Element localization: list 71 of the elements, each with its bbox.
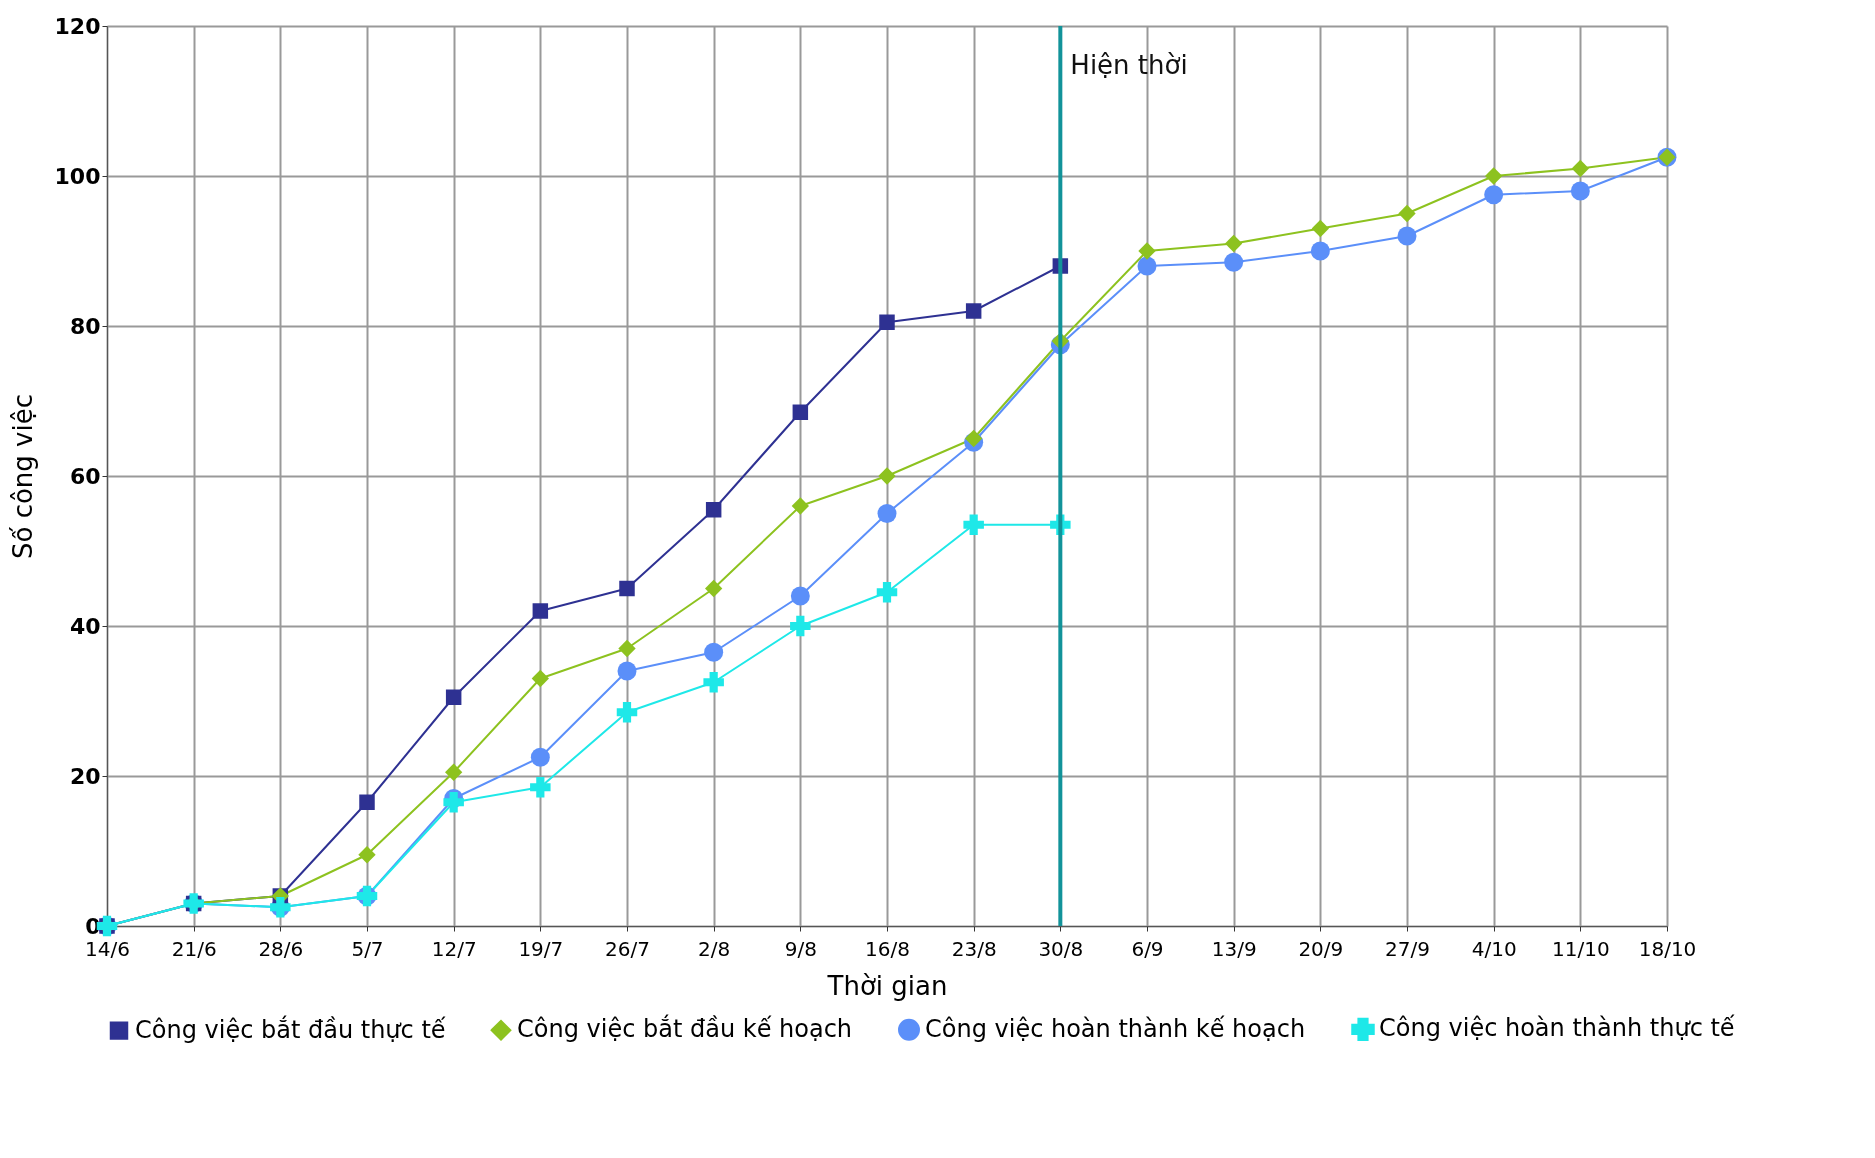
point (445, 763, 463, 781)
point (532, 603, 549, 619)
point (1138, 242, 1156, 260)
point (1397, 226, 1417, 246)
point (443, 792, 464, 813)
x-tick-label: 30/8 (1038, 936, 1084, 961)
point (1398, 204, 1416, 223)
legend-label: Công việc hoàn thành thực tế (1379, 1014, 1735, 1043)
x-tick-label: 16/8 (865, 936, 910, 961)
x-tick-label: 19/7 (518, 936, 564, 961)
point (1137, 256, 1157, 276)
y-axis-title: Số công việc (7, 393, 38, 560)
x-tick-label: 9/8 (784, 936, 817, 961)
y-tick-label: 80 (69, 313, 101, 339)
legend-label: Công việc hoàn thành kế hoạch (925, 1014, 1306, 1043)
point (1311, 219, 1329, 238)
x-tick-label: 12/7 (431, 936, 477, 961)
point (703, 672, 724, 693)
point (531, 669, 549, 688)
point (878, 467, 896, 485)
point (963, 514, 984, 535)
point (619, 580, 635, 597)
point (792, 404, 809, 420)
y-tick-label: 20 (69, 763, 101, 789)
point (530, 777, 551, 798)
point (358, 846, 376, 864)
x-tick-label: 28/6 (258, 936, 304, 961)
x-tick-label: 14/6 (85, 936, 130, 961)
x-tick-label: 11/10 (1552, 936, 1610, 961)
point (704, 642, 724, 662)
x-tick-label: 2/8 (698, 936, 731, 961)
point (791, 497, 809, 515)
y-tick-label: 120 (54, 13, 101, 39)
y-tick-label: 100 (54, 163, 101, 189)
point (1570, 181, 1590, 201)
x-tick-label: 5/7 (351, 936, 384, 961)
x-tick-label: 23/8 (951, 936, 997, 961)
point (1485, 167, 1503, 185)
x-axis-title: Thời gian (826, 970, 948, 1001)
point (876, 582, 898, 603)
y-tick-label: 40 (69, 613, 101, 639)
point (965, 303, 982, 319)
ref-line-label: Hiện thời (1070, 50, 1188, 80)
point (1484, 185, 1504, 205)
point (616, 702, 638, 723)
x-tick-label: 18/10 (1638, 936, 1697, 961)
point (705, 502, 722, 518)
point (617, 661, 637, 681)
point (879, 314, 895, 330)
point (1225, 234, 1243, 253)
point (705, 579, 723, 598)
x-tick-label: 13/9 (1211, 936, 1257, 961)
point (877, 504, 897, 523)
x-tick-label: 6/9 (1131, 936, 1164, 961)
point (530, 747, 550, 767)
point (445, 689, 462, 705)
legend-label: Công việc bắt đầu thực tế (135, 1014, 446, 1044)
point (618, 639, 636, 658)
point (790, 615, 811, 637)
point (1224, 252, 1244, 272)
point (359, 794, 375, 810)
y-tick-label: 60 (69, 463, 101, 489)
x-tick-label: 21/6 (171, 936, 217, 961)
x-tick-label: 27/9 (1385, 936, 1430, 961)
x-tick-label: 4/10 (1471, 936, 1517, 961)
x-tick-label: 20/9 (1298, 936, 1344, 961)
point (1310, 241, 1330, 261)
point (790, 586, 810, 606)
point (1571, 159, 1589, 178)
legend-label: Công việc bắt đầu kế hoạch (517, 1014, 853, 1044)
x-tick-label: 26/7 (605, 936, 650, 961)
